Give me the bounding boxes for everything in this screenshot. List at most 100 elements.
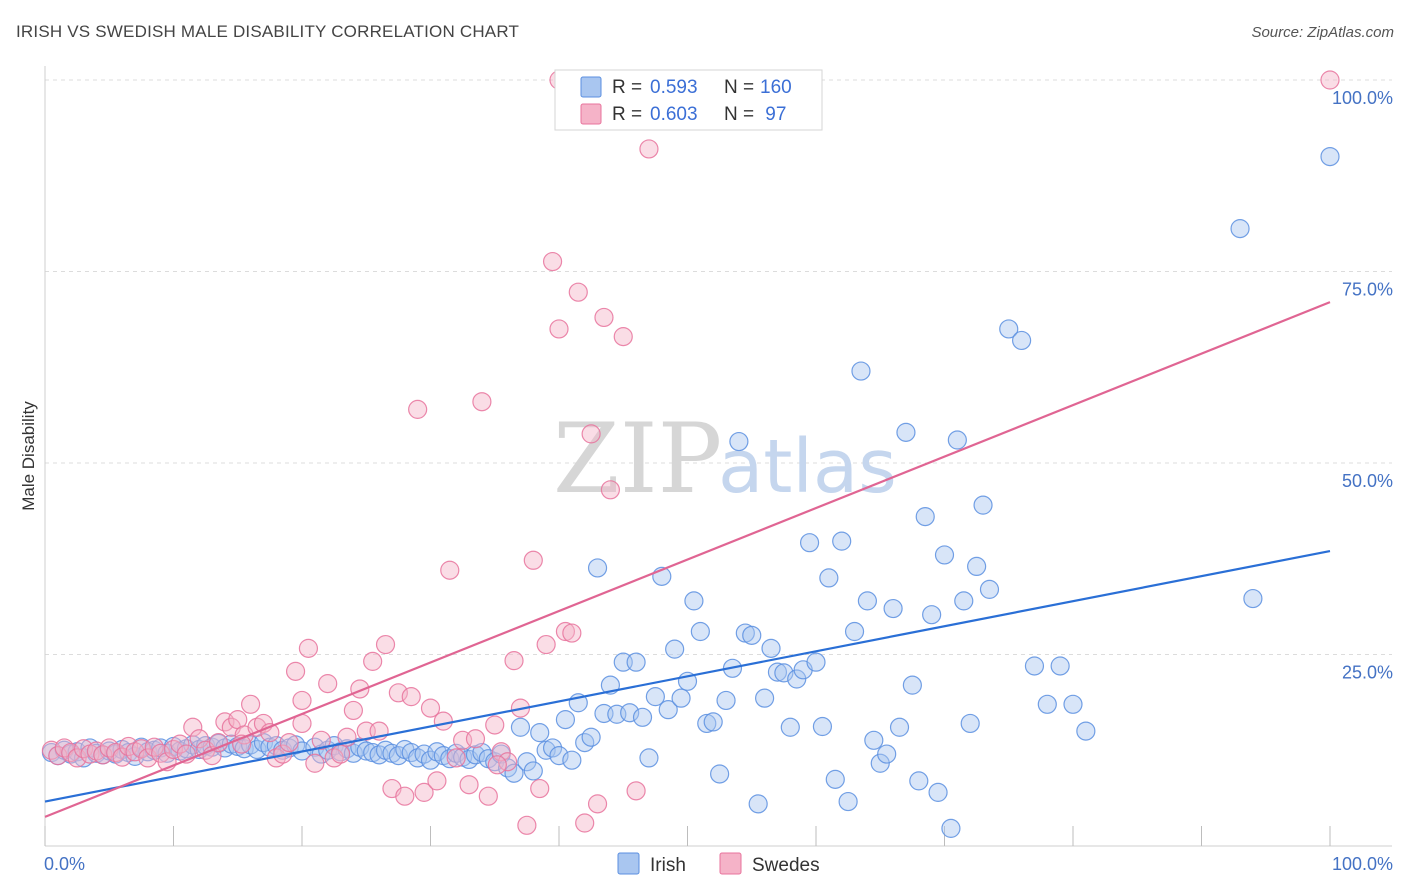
irish-point-119: [812, 716, 833, 737]
swedes-point-67: [472, 392, 492, 412]
irish-point-74: [523, 761, 543, 781]
legend-swatch-irish: [580, 76, 602, 98]
swedes-point-66: [465, 729, 486, 749]
swedes-point-96: [487, 755, 507, 775]
axes: [44, 66, 1392, 847]
irish-trend-line: [44, 550, 1331, 803]
swedes-point-54: [388, 683, 408, 703]
irish-point-127: [864, 730, 884, 750]
swedes-point-45: [330, 744, 351, 764]
swedes-point-60: [427, 771, 447, 791]
irish-point-99: [684, 591, 704, 611]
irish-point-126: [857, 591, 878, 611]
irish-point-92: [639, 748, 659, 768]
swedes-point-84: [581, 424, 601, 444]
swedes-point-39: [292, 690, 312, 711]
swedes-point-61: [433, 711, 453, 731]
chart-title: IRISH VS SWEDISH MALE DISABILITY CORRELA…: [16, 22, 520, 41]
irish-point-71: [504, 763, 524, 783]
irish-point-136: [922, 605, 942, 625]
swedes-point-72: [504, 651, 524, 671]
swedes-point-31: [241, 694, 261, 714]
irish-point-100: [690, 621, 710, 642]
irish-point-97: [671, 688, 691, 708]
swedes-point-82: [568, 282, 588, 302]
swedes-point-90: [639, 139, 659, 159]
swedes-point-68: [478, 786, 498, 806]
swedes-point-92: [1320, 70, 1340, 90]
irish-point-125: [851, 361, 871, 381]
watermark: ZIP atlas: [553, 403, 897, 515]
irish-point-84: [587, 558, 608, 578]
irish-point-48: [356, 741, 376, 761]
irish-point-106: [729, 431, 749, 452]
swedes-point-65: [459, 775, 479, 795]
swedes-point-69: [485, 715, 505, 735]
irish-point-146: [999, 319, 1019, 339]
swedes-point-87: [600, 480, 621, 500]
legend-n-value-swedes: 97: [760, 104, 786, 125]
swedes-point-58: [414, 782, 434, 802]
trend-lines: [44, 301, 1331, 818]
irish-point-152: [1076, 721, 1096, 741]
swedes-point-83: [575, 813, 595, 833]
legend-n-label-swedes: N =: [724, 104, 754, 125]
swedes-point-26: [208, 732, 229, 753]
bottom-legend: Irish Swedes: [617, 852, 820, 876]
irish-point-114: [780, 717, 800, 737]
bottom-legend-swatch-swedes: [719, 852, 742, 875]
irish-point-78: [549, 746, 569, 766]
swedes-point-88: [613, 327, 633, 347]
irish-point-139: [941, 818, 961, 838]
swedes-point-79: [549, 319, 569, 339]
swedes-point-74: [517, 815, 537, 835]
swedes-point-76: [530, 778, 550, 799]
swedes-point-50: [363, 651, 383, 671]
irish-point-131: [889, 717, 910, 737]
irish-point-132: [896, 422, 916, 442]
swedes-point-56: [401, 687, 421, 707]
watermark-zip: ZIP: [553, 403, 722, 515]
swedes-point-80: [555, 621, 576, 642]
swedes-points: [41, 70, 1340, 835]
bottom-legend-label-irish: Irish: [650, 855, 686, 876]
irish-point-95: [658, 700, 678, 720]
irish-point-112: [767, 662, 788, 682]
swedes-point-59: [420, 698, 441, 718]
swedes-point-20: [170, 734, 190, 754]
y-tick-label-2: 75.0%: [1342, 280, 1393, 300]
irish-point-133: [902, 675, 922, 695]
y-tick-label-1: 50.0%: [1342, 471, 1393, 491]
y-tick-label-0: 25.0%: [1342, 663, 1393, 683]
y-tick-label-3: 100.0%: [1332, 88, 1393, 108]
irish-point-129: [877, 744, 897, 764]
irish-point-122: [832, 531, 852, 551]
irish-point-80: [562, 750, 582, 770]
swedes-point-57: [408, 399, 428, 419]
irish-point-135: [915, 507, 935, 527]
legend-r-value-swedes: 0.603: [650, 104, 698, 125]
swedes-point-85: [587, 794, 608, 814]
legend-n-value-irish: 160: [760, 77, 792, 98]
swedes-point-40: [298, 638, 319, 658]
irish-point-102: [703, 712, 723, 732]
swedes-point-78: [542, 251, 563, 272]
irish-point-104: [716, 690, 736, 711]
swedes-point-89: [626, 781, 646, 801]
swedes-point-11: [112, 747, 132, 767]
irish-point-90: [626, 652, 646, 672]
swedes-point-22: [183, 717, 203, 737]
irish-point-93: [645, 687, 665, 707]
irish-point-83: [581, 727, 601, 747]
irish-point-117: [799, 533, 820, 553]
swedes-point-43: [318, 674, 338, 694]
y-axis-title: Male Disability: [19, 401, 38, 511]
irish-point-153: [1230, 219, 1250, 239]
swedes-point-38: [285, 661, 306, 681]
swedes-point-81: [562, 623, 582, 643]
irish-point-147: [1011, 330, 1032, 351]
irish-point-89: [620, 703, 640, 723]
swedes-point-47: [343, 700, 363, 721]
swedes-point-19: [163, 739, 184, 760]
